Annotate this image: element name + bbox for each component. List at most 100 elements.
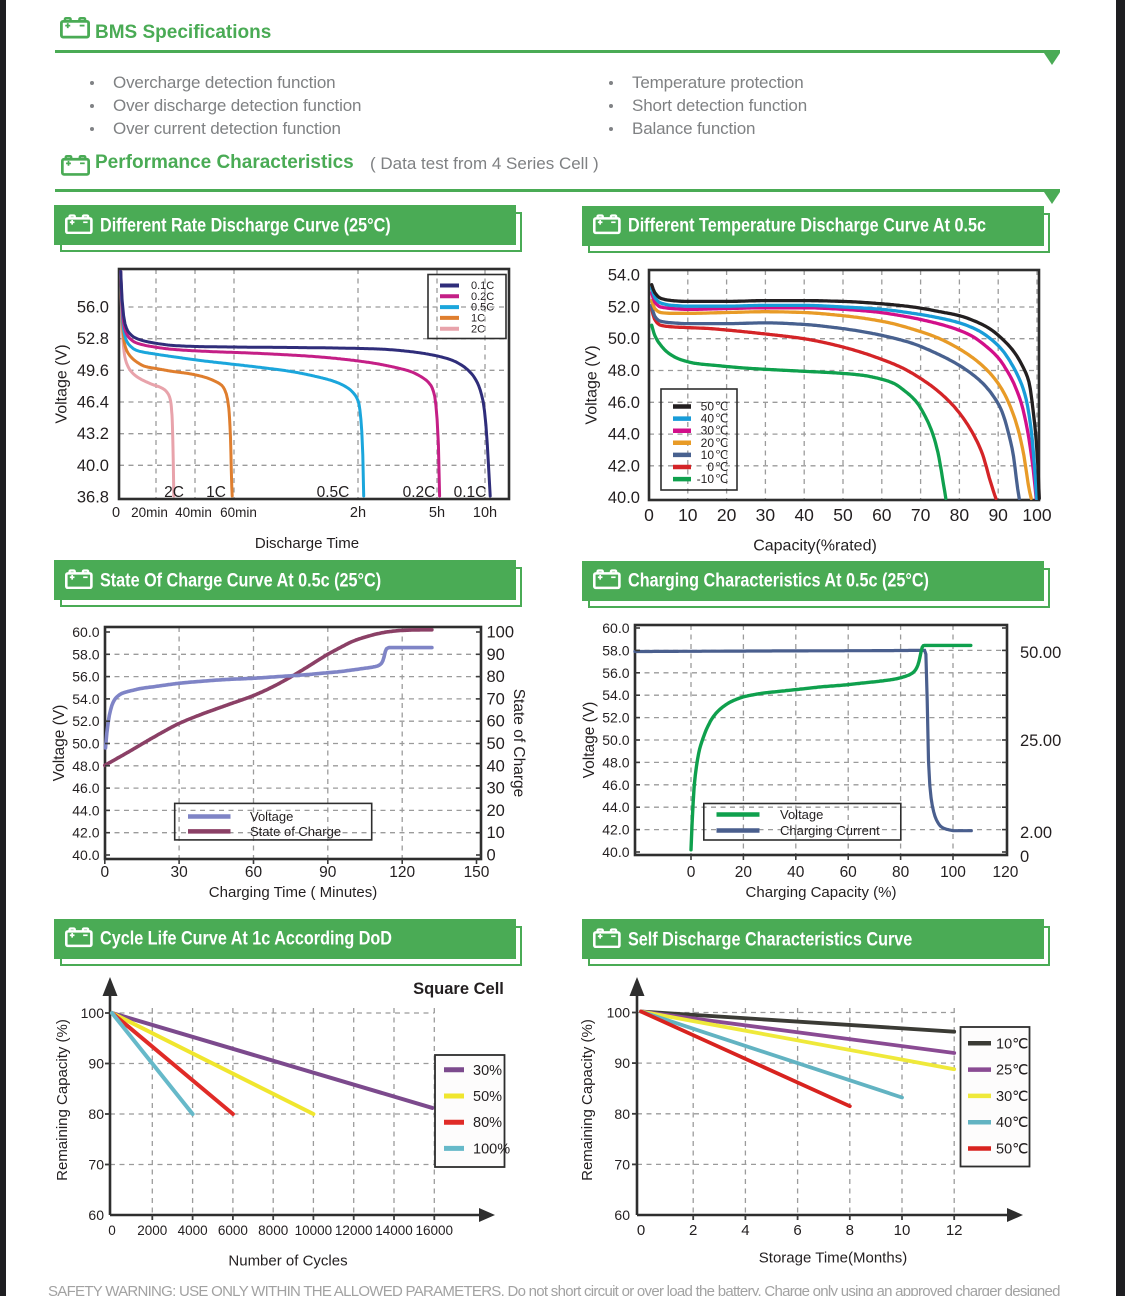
- svg-text:50%: 50%: [473, 1089, 502, 1105]
- svg-text:0: 0: [637, 1222, 645, 1239]
- svg-text:40: 40: [701, 412, 715, 426]
- svg-text:46.0: 46.0: [602, 777, 629, 793]
- svg-text:10000: 10000: [295, 1223, 333, 1238]
- svg-text:Voltage (V): Voltage (V): [54, 344, 71, 423]
- svg-text:Remaining Capacity (%): Remaining Capacity (%): [54, 1019, 71, 1181]
- svg-text:44.0: 44.0: [608, 426, 640, 444]
- svg-text:56.0: 56.0: [72, 669, 99, 685]
- svg-text:50.0: 50.0: [72, 736, 99, 752]
- svg-text:49.6: 49.6: [77, 362, 109, 380]
- svg-text:40℃: 40℃: [996, 1115, 1028, 1131]
- svg-text:Discharge Time: Discharge Time: [255, 535, 359, 552]
- svg-text:70: 70: [911, 505, 931, 525]
- svg-text:0: 0: [1020, 848, 1029, 866]
- svg-text:0: 0: [687, 864, 696, 881]
- svg-text:56.0: 56.0: [602, 665, 629, 681]
- svg-text:50.00: 50.00: [1020, 644, 1061, 662]
- svg-text:42.0: 42.0: [72, 825, 99, 841]
- svg-text:52.0: 52.0: [608, 299, 640, 317]
- svg-text:60min: 60min: [220, 505, 257, 520]
- svg-text:60: 60: [872, 505, 892, 525]
- svg-text:10℃: 10℃: [996, 1036, 1028, 1052]
- svg-text:54.0: 54.0: [608, 267, 640, 285]
- svg-text:40: 40: [794, 505, 814, 525]
- svg-text:80: 80: [88, 1106, 104, 1122]
- svg-text:52.8: 52.8: [77, 330, 109, 348]
- svg-text:120: 120: [992, 864, 1018, 881]
- svg-text:1C: 1C: [206, 484, 226, 501]
- svg-text:℃: ℃: [715, 400, 728, 414]
- svg-text:4000: 4000: [178, 1223, 208, 1238]
- svg-text:50℃: 50℃: [996, 1142, 1028, 1158]
- svg-text:46.4: 46.4: [77, 394, 109, 412]
- svg-text:25.00: 25.00: [1020, 732, 1061, 750]
- svg-text:50.0: 50.0: [602, 732, 629, 748]
- svg-text:Voltage: Voltage: [250, 809, 293, 824]
- svg-text:100: 100: [1022, 505, 1051, 525]
- svg-text:20: 20: [701, 436, 715, 450]
- svg-text:Capacity(%rated): Capacity(%rated): [753, 538, 877, 555]
- svg-text:℃: ℃: [715, 460, 728, 474]
- svg-text:100: 100: [81, 1005, 105, 1021]
- svg-text:48.0: 48.0: [602, 754, 629, 770]
- svg-text:Charging Capacity (%): Charging Capacity (%): [746, 884, 897, 901]
- svg-text:48.0: 48.0: [608, 362, 640, 380]
- svg-text:42.0: 42.0: [602, 822, 629, 838]
- svg-text:150: 150: [464, 864, 490, 881]
- svg-text:1C: 1C: [471, 313, 485, 325]
- svg-text:6000: 6000: [218, 1223, 248, 1238]
- svg-text:40.0: 40.0: [72, 847, 99, 863]
- svg-text:25℃: 25℃: [996, 1063, 1028, 1079]
- svg-text:2.00: 2.00: [1020, 824, 1052, 842]
- svg-text:10: 10: [894, 1222, 911, 1239]
- svg-text:5h: 5h: [429, 505, 445, 521]
- svg-text:60: 60: [840, 864, 858, 881]
- svg-text:60: 60: [614, 1207, 630, 1223]
- svg-text:80%: 80%: [473, 1115, 502, 1131]
- svg-text:2h: 2h: [350, 505, 366, 521]
- svg-text:30℃: 30℃: [996, 1089, 1028, 1105]
- svg-text:Remaining Capacity (%): Remaining Capacity (%): [579, 1019, 596, 1181]
- svg-text:100: 100: [940, 864, 966, 881]
- svg-text:40.0: 40.0: [77, 457, 109, 475]
- svg-text:℃: ℃: [715, 424, 728, 438]
- svg-text:0.2C: 0.2C: [403, 484, 436, 501]
- svg-text:Voltage (V): Voltage (V): [584, 345, 601, 424]
- svg-text:0: 0: [487, 847, 496, 865]
- svg-text:℃: ℃: [715, 472, 728, 486]
- svg-text:80: 80: [487, 668, 505, 686]
- svg-text:0: 0: [707, 460, 714, 474]
- svg-text:54.0: 54.0: [72, 691, 99, 707]
- svg-text:0.5C: 0.5C: [471, 302, 494, 314]
- svg-text:42.0: 42.0: [608, 457, 640, 475]
- svg-text:0.5C: 0.5C: [317, 484, 350, 501]
- svg-text:10h: 10h: [473, 505, 497, 521]
- svg-text:0: 0: [644, 505, 654, 525]
- svg-text:60.0: 60.0: [602, 620, 629, 636]
- svg-text:50: 50: [701, 400, 715, 414]
- svg-text:70: 70: [614, 1156, 630, 1172]
- svg-text:State of Charge: State of Charge: [250, 824, 341, 839]
- svg-text:90: 90: [988, 505, 1008, 525]
- svg-text:48.0: 48.0: [72, 758, 99, 774]
- svg-text:2C: 2C: [164, 484, 184, 501]
- svg-text:℃: ℃: [715, 412, 728, 426]
- svg-text:58.0: 58.0: [602, 642, 629, 658]
- svg-text:Charging Time ( Minutes): Charging Time ( Minutes): [209, 884, 377, 901]
- svg-text:90: 90: [319, 864, 337, 881]
- svg-text:20: 20: [717, 505, 737, 525]
- svg-text:58.0: 58.0: [72, 646, 99, 662]
- svg-text:40.0: 40.0: [608, 489, 640, 507]
- svg-text:8000: 8000: [258, 1223, 288, 1238]
- svg-text:30%: 30%: [473, 1063, 502, 1079]
- svg-text:50.0: 50.0: [608, 330, 640, 348]
- svg-text:60: 60: [88, 1207, 104, 1223]
- svg-text:2C: 2C: [471, 323, 485, 335]
- svg-text:20min: 20min: [131, 505, 168, 520]
- svg-text:40: 40: [787, 864, 805, 881]
- svg-text:-10: -10: [697, 472, 715, 486]
- svg-text:0.1C: 0.1C: [454, 484, 487, 501]
- svg-text:2: 2: [689, 1222, 697, 1239]
- svg-text:Square Cell: Square Cell: [413, 980, 504, 998]
- svg-text:12000: 12000: [335, 1223, 373, 1238]
